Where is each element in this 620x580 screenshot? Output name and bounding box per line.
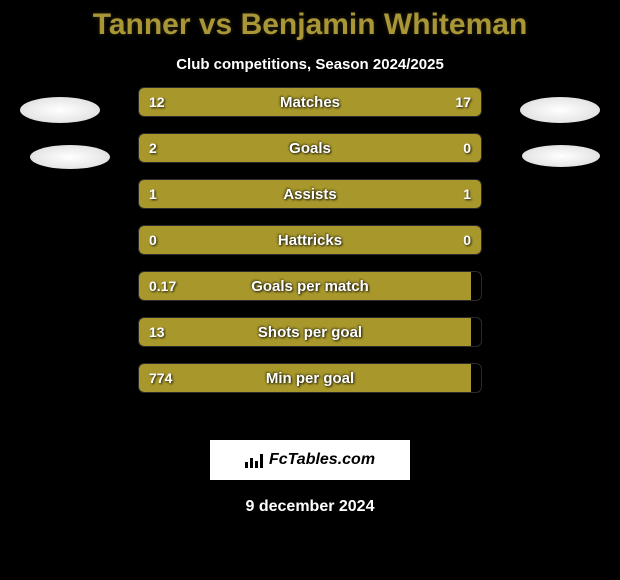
stat-row: 1217Matches bbox=[138, 87, 482, 117]
stat-value-left: 774 bbox=[139, 364, 182, 392]
stat-value-right: 0 bbox=[453, 226, 481, 254]
page-title: Tanner vs Benjamin Whiteman bbox=[0, 0, 620, 42]
stat-value-right: 17 bbox=[445, 88, 481, 116]
stat-row: 20Goals bbox=[138, 133, 482, 163]
brand-badge: FcTables.com bbox=[210, 440, 410, 480]
stat-bar-left bbox=[139, 364, 471, 392]
player-left-logo-1 bbox=[20, 97, 100, 123]
footer-date: 9 december 2024 bbox=[0, 498, 620, 516]
stat-row: 0.17Goals per match bbox=[138, 271, 482, 301]
stat-bar-left bbox=[139, 318, 471, 346]
stat-value-right: 0 bbox=[453, 134, 481, 162]
stat-value-left: 0 bbox=[139, 226, 167, 254]
stat-bar-left bbox=[139, 272, 471, 300]
player-right-logo-1 bbox=[520, 97, 600, 123]
stat-value-left: 0.17 bbox=[139, 272, 186, 300]
stat-row: 00Hattricks bbox=[138, 225, 482, 255]
player-right-logo-2 bbox=[522, 145, 600, 167]
stat-value-left: 1 bbox=[139, 180, 167, 208]
chart-icon bbox=[245, 452, 265, 468]
stat-value-right: 1 bbox=[453, 180, 481, 208]
stat-value-left: 12 bbox=[139, 88, 175, 116]
stat-value-left: 2 bbox=[139, 134, 167, 162]
stat-row: 774Min per goal bbox=[138, 363, 482, 393]
stat-value-left: 13 bbox=[139, 318, 175, 346]
stat-bar-left bbox=[139, 134, 402, 162]
stat-row: 13Shots per goal bbox=[138, 317, 482, 347]
stat-bars: 1217Matches20Goals11Assists00Hattricks0.… bbox=[138, 87, 482, 409]
stat-row: 11Assists bbox=[138, 179, 482, 209]
brand-text: FcTables.com bbox=[269, 451, 375, 469]
page-subtitle: Club competitions, Season 2024/2025 bbox=[0, 56, 620, 73]
player-left-logo-2 bbox=[30, 145, 110, 169]
